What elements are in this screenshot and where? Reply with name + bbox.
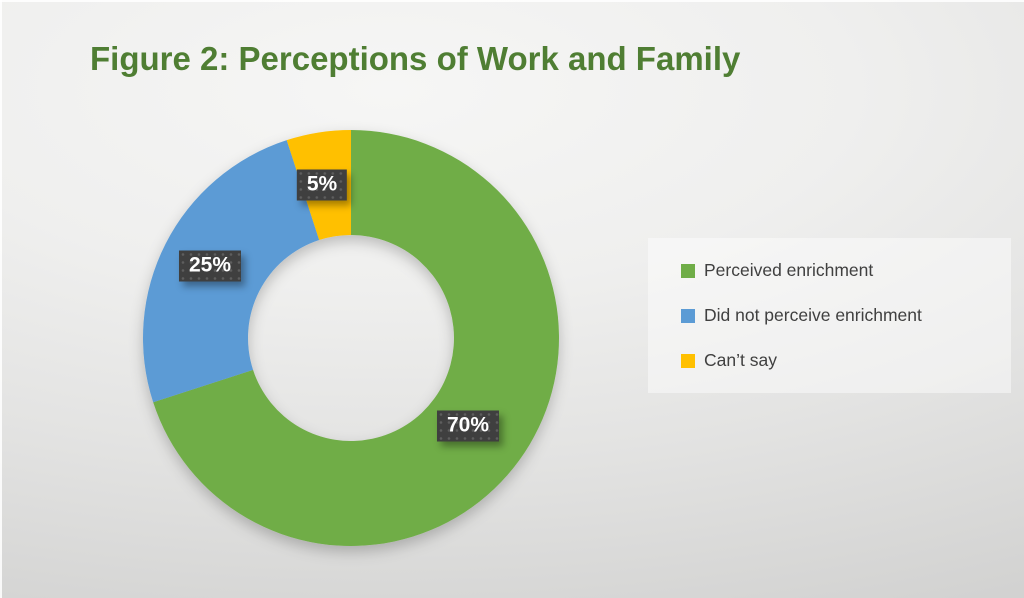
- legend-label: Can’t say: [704, 350, 777, 370]
- legend-item-cant-say: Can’t say: [681, 350, 1011, 371]
- legend-item-perceived-enrichment: Perceived enrichment: [681, 260, 1011, 281]
- chart-title: Figure 2: Perceptions of Work and Family: [90, 40, 741, 77]
- data-label-slice-1: 25%: [178, 250, 242, 282]
- pie-slice-perceived-enrichment: [153, 130, 559, 547]
- chart-legend: Perceived enrichment Did not perceive en…: [648, 238, 1011, 393]
- legend-label: Did not perceive enrichment: [704, 305, 922, 325]
- legend-label: Perceived enrichment: [704, 260, 874, 280]
- legend-swatch-blue: [681, 308, 695, 323]
- legend-swatch-yellow: [681, 353, 695, 368]
- legend-item-did-not-perceive-enrichment: Did not perceive enrichment: [681, 305, 1011, 326]
- data-label-slice-2: 5%: [296, 169, 348, 201]
- legend-swatch-green: [681, 263, 695, 278]
- data-label-slice-0: 70%: [436, 410, 500, 442]
